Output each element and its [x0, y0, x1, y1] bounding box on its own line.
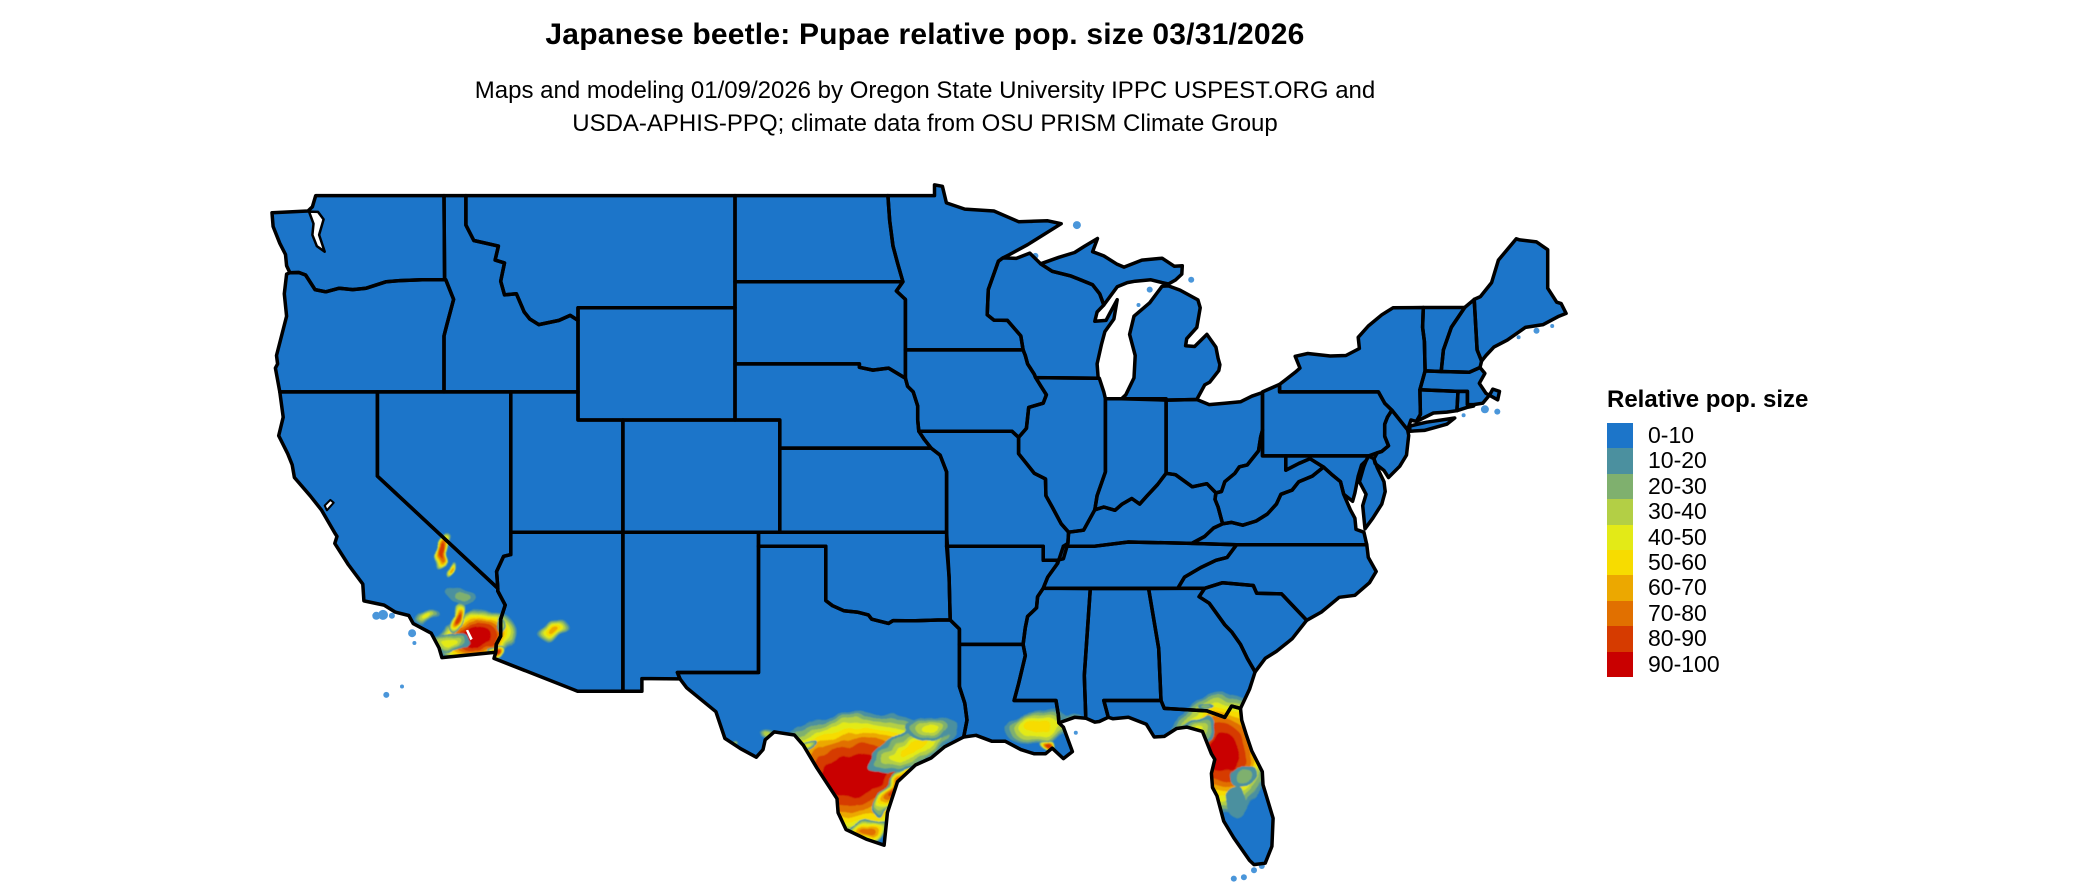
legend-item: 20-30 [1607, 472, 1808, 500]
legend-item: 10-20 [1607, 447, 1808, 474]
hotspot-rio-grande-valley [845, 818, 889, 843]
legend-label: 50-60 [1648, 548, 1707, 575]
legend-item: 70-80 [1607, 599, 1808, 627]
page-title: Japanese beetle: Pupae relative pop. siz… [545, 18, 1305, 51]
legend-item: 30-40 [1607, 498, 1808, 525]
water-inlets [307, 210, 473, 641]
legend-items: 0-10 10-20 20-30 30-40 40-50 50-60 60-70 70-80 8… [1607, 422, 1808, 677]
legend-swatch-icon [1607, 423, 1633, 449]
legend-swatch-icon [1607, 499, 1633, 525]
hotspot-los-angeles-basin [414, 608, 440, 624]
hotspot-orlando [1227, 765, 1260, 788]
hotspot-mojave [447, 589, 478, 605]
legend-label: 20-30 [1648, 472, 1707, 499]
legend-swatch-icon [1607, 524, 1633, 550]
legend-label: 70-80 [1648, 599, 1707, 626]
hotspot-new-orleans [1039, 739, 1054, 749]
header: Japanese beetle: Pupae relative pop. siz… [0, 0, 1850, 140]
legend-label: 0-10 [1648, 422, 1695, 448]
legend-title: Relative pop. size [1607, 386, 1809, 413]
hotspot-panamint [445, 560, 455, 578]
hotspot-houston [906, 716, 954, 741]
legend-swatch-icon [1607, 575, 1633, 601]
state-fills [272, 184, 1567, 865]
legend-swatch-icon [1607, 651, 1633, 677]
legend-label: 60-70 [1648, 574, 1707, 601]
subtitle-line-1: Maps and modeling 01/09/2026 by Oregon S… [474, 77, 1376, 104]
legend-item: 50-60 [1607, 548, 1808, 576]
legend-label: 80-90 [1648, 625, 1707, 652]
legend-swatch-icon [1607, 448, 1633, 474]
island-dots [372, 221, 1555, 882]
legend-item: 0-10 [1607, 422, 1808, 449]
legend-swatch-icon [1607, 549, 1633, 576]
subtitle-line-2: USDA-APHIS-PPQ; climate data from OSU PR… [572, 110, 1278, 137]
legend-swatch-icon [1607, 626, 1633, 652]
legend-label: 30-40 [1648, 498, 1707, 525]
legend-label: 40-50 [1648, 523, 1707, 550]
legend-swatch-icon [1607, 600, 1633, 627]
legend-item: 40-50 [1607, 523, 1808, 550]
state-borders [270, 183, 1568, 867]
legend-swatch-icon [1607, 473, 1633, 500]
legend-label: 90-100 [1648, 650, 1720, 677]
legend-item: 90-100 [1607, 650, 1808, 677]
legend-item: 80-90 [1607, 625, 1808, 652]
legend-item: 60-70 [1607, 574, 1808, 601]
hotspot-louisiana-delta [1005, 710, 1073, 744]
legend-label: 10-20 [1648, 447, 1707, 474]
legend: Relative pop. size 0-10 10-20 20-30 30-40 40… [1607, 386, 1808, 677]
hotspot-phoenix [536, 620, 571, 641]
subtitle: Maps and modeling 01/09/2026 by Oregon S… [0, 52, 1850, 140]
hotspot-florida-south-ridge [1226, 785, 1247, 818]
hotspot-coachella [448, 602, 466, 634]
